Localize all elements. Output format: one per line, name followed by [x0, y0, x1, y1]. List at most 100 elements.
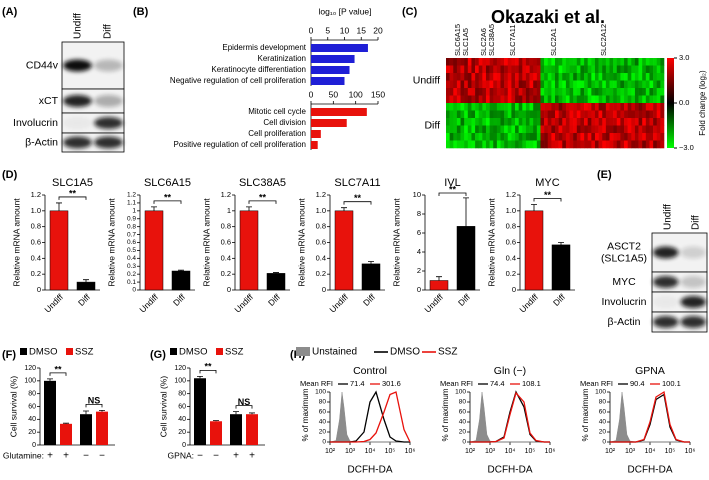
heatmap-cell [544, 65, 549, 74]
x-tick-label: 10³ [625, 448, 636, 455]
heatmap-cell [485, 133, 490, 141]
heatmap-cell [471, 95, 476, 104]
significance-bracket [85, 403, 103, 408]
heatmap-cell [496, 65, 501, 74]
blot-column-label: Diff [691, 215, 702, 230]
significance-label: ** [449, 184, 457, 194]
heatmap-cell [591, 103, 596, 111]
bar [429, 280, 449, 291]
heatmap-cell [533, 65, 538, 74]
heatmap-cell [518, 95, 523, 104]
heatmap-cell [634, 88, 639, 96]
y-tick-label: 0 [322, 439, 326, 446]
heatmap-cell [489, 140, 494, 149]
heatmap-cell [446, 133, 450, 141]
heatmap-cell [616, 110, 621, 119]
x-tick-label: Diff [266, 291, 282, 307]
heatmap-cell [605, 118, 610, 126]
heatmap-cell [540, 88, 545, 96]
heatmap-cell [529, 125, 534, 134]
heatmap-cell [504, 110, 509, 119]
heatmap-cell [656, 58, 661, 66]
heatmap-cell [660, 110, 665, 119]
error-bar [151, 206, 157, 211]
x-tick-label: 10⁶ [685, 448, 696, 455]
heatmap-cell [504, 73, 509, 81]
heatmap-cell [580, 103, 585, 111]
y-tick-label: 80 [319, 399, 327, 406]
heatmap-cell [536, 110, 541, 119]
heatmap-cell [460, 133, 465, 141]
heatmap-cell [533, 58, 538, 66]
heatmap-cell [504, 65, 509, 74]
heatmap-cell [446, 103, 450, 111]
y-axis-title: Relative mRNA amount [391, 198, 401, 287]
heatmap-cell [660, 118, 665, 126]
heatmap-cell [656, 118, 661, 126]
heatmap-title: Okazaki et al. [491, 7, 605, 27]
heatmap-cell [645, 140, 650, 149]
error-bar [197, 375, 203, 379]
heatmap-cell [511, 140, 516, 149]
heatmap-cell [598, 133, 603, 141]
heatmap-cell [460, 125, 465, 134]
heatmap-cell [555, 88, 559, 96]
heatmap-cell [529, 88, 534, 96]
significance-label: ** [354, 193, 362, 203]
heatmap-cell [569, 103, 574, 111]
y-tick-label: 0.2 [221, 269, 231, 278]
heatmap-cell [573, 125, 578, 134]
heatmap-cell [573, 58, 578, 66]
heatmap-cell [649, 140, 654, 149]
legend-label: DMSO [29, 347, 58, 358]
heatmap-cell [649, 118, 654, 126]
heatmap-cell [536, 80, 541, 89]
y-tick-label: 0.4 [506, 253, 516, 262]
heatmap-cell [634, 118, 639, 126]
blot-band [63, 136, 92, 149]
y-tick-label: 60 [459, 409, 467, 416]
heatmap-cell [576, 65, 581, 74]
heatmap-cell [638, 140, 643, 149]
heatmap-cell [642, 88, 647, 96]
heatmap-cell [493, 118, 498, 126]
heatmap-cell [493, 65, 498, 74]
heatmap-cell [555, 73, 559, 81]
heatmap-cell [540, 118, 545, 126]
chart-title: GPNA [635, 365, 665, 377]
heatmap-cell [525, 140, 530, 149]
heatmap-cell [525, 95, 530, 104]
heatmap-cell [453, 73, 458, 81]
heatmap-cell [598, 65, 603, 74]
heatmap-cell [460, 58, 465, 66]
heatmap-cell [562, 125, 567, 134]
heatmap-cell [540, 73, 545, 81]
bar [311, 44, 368, 52]
heatmap-cell [609, 110, 614, 119]
gene-label: SLC6A15 [453, 24, 462, 56]
panel-label: (C) [402, 6, 418, 18]
heatmap-cell [620, 110, 625, 119]
heatmap-cell [569, 125, 574, 134]
heatmap-cell [558, 125, 563, 134]
heatmap-cell [464, 65, 469, 74]
heatmap-cell [642, 80, 647, 89]
y-tick-label: 20 [319, 429, 327, 436]
heatmap-cell [518, 110, 523, 119]
x-tick-label: 150 [371, 89, 385, 99]
y-tick-label: 8 [417, 209, 421, 218]
heatmap-cell [613, 58, 618, 66]
heatmap-cell [500, 103, 505, 111]
heatmap-cell [540, 58, 545, 66]
heatmap-cell [518, 140, 523, 149]
heatmap-cell [449, 125, 454, 134]
error-bar [558, 242, 564, 245]
heatmap-cell [504, 80, 509, 89]
heatmap-cell [551, 125, 556, 134]
heatmap-cell [660, 58, 665, 66]
y-tick-label: 100 [315, 389, 326, 396]
error-bar [436, 276, 442, 281]
heatmap-cell [511, 110, 516, 119]
heatmap-cell [446, 65, 450, 74]
x-tick-label: 10² [465, 448, 476, 455]
